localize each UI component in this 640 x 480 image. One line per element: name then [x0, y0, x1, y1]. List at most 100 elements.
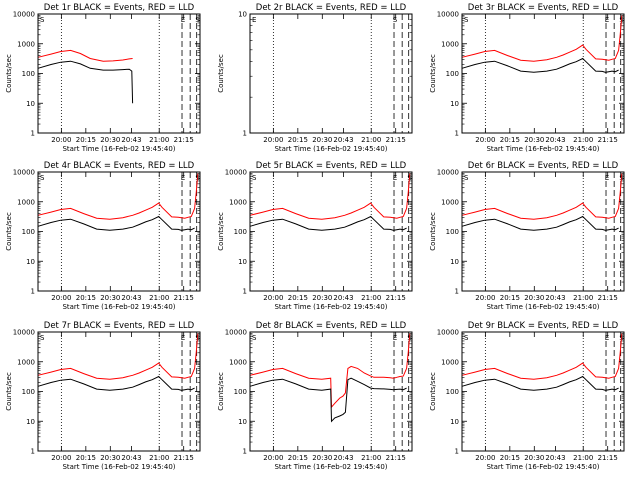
segment-marker: S — [464, 174, 469, 182]
segment-marker: E — [181, 174, 185, 182]
x-axis-label: Start Time (16-Feb-02 19:45:40) — [274, 463, 387, 471]
segment-marker: S — [464, 16, 469, 24]
x-tick-label: 20:15 — [500, 294, 520, 302]
x-tick-label: 20:00 — [263, 454, 283, 462]
y-tick-label: 10 — [26, 258, 35, 266]
segment-marker: E — [393, 334, 397, 342]
series-line-lld — [249, 333, 411, 409]
x-tick-label: 21:15 — [598, 294, 618, 302]
x-axis-label: Start Time (16-Feb-02 19:45:40) — [274, 303, 387, 311]
y-axis-label: Counts/sec — [5, 54, 13, 93]
segment-marker: S — [252, 174, 257, 182]
y-tick-label: 1 — [31, 288, 35, 296]
x-tick-label: 21:15 — [174, 294, 194, 302]
y-axis-label: Counts/sec — [217, 372, 225, 411]
segment-marker: E — [252, 16, 256, 24]
segment-marker: E — [393, 174, 397, 182]
series-line-events — [249, 377, 407, 423]
series-line-lld — [37, 49, 133, 62]
x-tick-label: 20:15 — [288, 454, 308, 462]
x-tick-label: 20:43 — [545, 294, 565, 302]
x-tick-label: 21:00 — [573, 294, 593, 302]
x-tick-label: 21:15 — [174, 454, 194, 462]
y-axis-label: Counts/sec — [429, 212, 437, 251]
y-axis-label: Counts/sec — [217, 212, 225, 251]
y-tick-label: 10000 — [13, 169, 35, 177]
y-tick-label: 1 — [455, 130, 459, 138]
x-axis-label: Start Time (16-Feb-02 19:45:40) — [486, 145, 599, 153]
y-tick-label: 100 — [446, 228, 459, 236]
y-tick-label: 100 — [234, 388, 247, 396]
x-axis-label: Start Time (16-Feb-02 19:45:40) — [62, 463, 175, 471]
x-axis-label: Start Time (16-Feb-02 19:45:40) — [62, 303, 175, 311]
segment-marker: E — [605, 16, 609, 24]
x-tick-label: 20:15 — [76, 454, 96, 462]
x-tick-label: 20:15 — [76, 136, 96, 144]
y-tick-label: 10 — [450, 418, 459, 426]
x-tick-label: 20:30 — [312, 454, 332, 462]
y-tick-label: 100 — [446, 388, 459, 396]
x-axis-label: Start Time (16-Feb-02 19:45:40) — [486, 303, 599, 311]
y-tick-label: 10 — [238, 11, 247, 19]
y-tick-label: 1000 — [229, 358, 247, 366]
y-tick-label: 10000 — [437, 169, 459, 177]
x-tick-label: 21:15 — [598, 136, 618, 144]
panel-title: Det 9r BLACK = Events, RED = LLD — [468, 321, 619, 331]
y-tick-label: 10000 — [225, 169, 247, 177]
plot-frame — [461, 331, 625, 452]
series-line-lld — [37, 173, 199, 220]
plot-frame — [249, 171, 413, 292]
y-tick-label: 10 — [238, 418, 247, 426]
x-tick-label: 20:00 — [51, 454, 71, 462]
plot-frame — [249, 13, 413, 134]
segment-marker: S — [40, 174, 45, 182]
x-tick-label: 20:00 — [263, 136, 283, 144]
series-line-lld — [461, 333, 623, 380]
x-tick-label: 20:00 — [263, 294, 283, 302]
x-tick-label: 20:43 — [333, 136, 353, 144]
panel-title: Det 4r BLACK = Events, RED = LLD — [44, 161, 195, 171]
x-tick-label: 20:15 — [500, 454, 520, 462]
y-tick-label: 10000 — [437, 329, 459, 337]
x-tick-label: 20:43 — [333, 294, 353, 302]
y-tick-label: 1000 — [17, 358, 35, 366]
y-tick-label: 1000 — [229, 198, 247, 206]
x-tick-label: 20:00 — [475, 136, 495, 144]
panel-title: Det 2r BLACK = Events, RED = LLD — [256, 3, 407, 13]
y-tick-label: 100 — [22, 228, 35, 236]
series-line-events — [461, 57, 619, 73]
y-tick-label: 100 — [22, 388, 35, 396]
x-tick-label: 21:00 — [149, 294, 169, 302]
segment-marker: S — [393, 16, 398, 24]
x-axis-label: Start Time (16-Feb-02 19:45:40) — [62, 145, 175, 153]
series-line-events — [461, 375, 619, 391]
y-tick-label: 10000 — [225, 329, 247, 337]
y-tick-label: 100 — [22, 70, 35, 78]
x-tick-label: 21:15 — [386, 454, 406, 462]
x-tick-label: 21:00 — [361, 136, 381, 144]
x-tick-label: 20:00 — [475, 294, 495, 302]
x-tick-label: 20:30 — [100, 294, 120, 302]
y-tick-label: 10000 — [13, 11, 35, 19]
y-tick-label: 1000 — [441, 40, 459, 48]
x-tick-label: 21:15 — [386, 294, 406, 302]
y-tick-label: 1 — [31, 130, 35, 138]
x-tick-label: 20:15 — [288, 294, 308, 302]
y-tick-label: 1 — [31, 448, 35, 456]
x-tick-label: 21:00 — [361, 294, 381, 302]
x-tick-label: 20:30 — [312, 136, 332, 144]
y-tick-label: 10 — [450, 100, 459, 108]
series-line-events — [37, 375, 195, 391]
y-axis-label: Counts/sec — [217, 54, 225, 93]
y-axis-label: Counts/sec — [5, 372, 13, 411]
plot-frame — [37, 171, 201, 292]
segment-marker: S — [464, 334, 469, 342]
series-line-lld — [461, 173, 623, 220]
segment-marker: E — [605, 334, 609, 342]
